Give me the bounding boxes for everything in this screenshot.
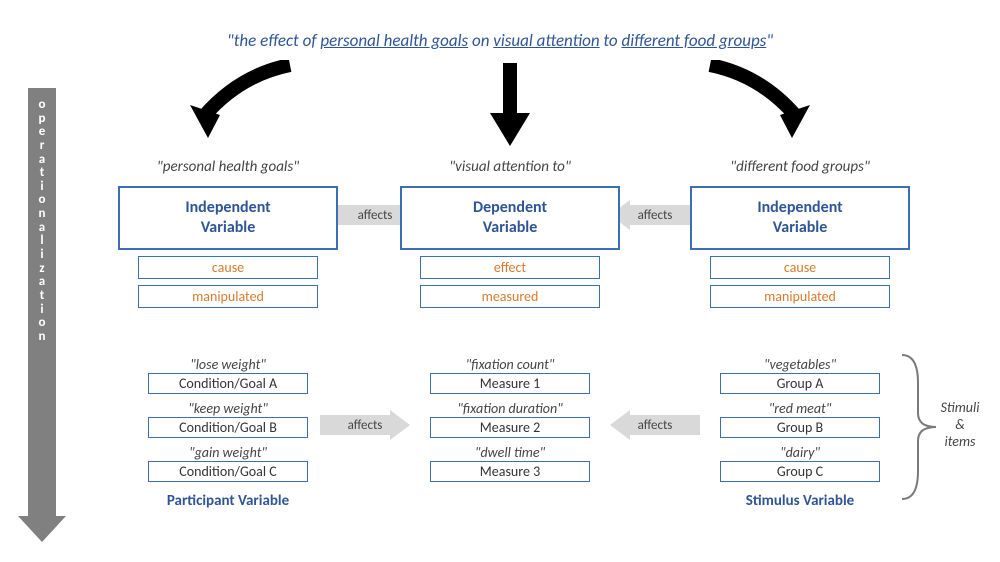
column-dependent: "visual attention to" Dependent Variable… bbox=[400, 158, 620, 308]
col3-item1-label: "vegetables" bbox=[690, 356, 910, 373]
affects-arrow-4: affects bbox=[610, 410, 700, 440]
col2-item3-label: "dwell time" bbox=[400, 444, 620, 461]
column-3-items: "vegetables" Group A "red meat" Group B … bbox=[690, 350, 910, 510]
col3-big-l1: Independent bbox=[757, 198, 842, 217]
title-prefix: "the bbox=[227, 30, 260, 51]
title-underline-2: visual attention bbox=[493, 30, 599, 51]
column-independent-1: "personal health goals" Independent Vari… bbox=[118, 158, 338, 308]
down-arrow-center bbox=[485, 58, 535, 148]
column-independent-2: "different food groups" Independent Vari… bbox=[690, 158, 910, 308]
col2-item2-box: Measure 2 bbox=[430, 417, 590, 438]
column-2-items: "fixation count" Measure 1 "fixation dur… bbox=[400, 350, 620, 482]
col2-measured-box: measured bbox=[420, 285, 600, 308]
col3-item3-label: "dairy" bbox=[690, 444, 910, 461]
col1-item2-box: Condition/Goal B bbox=[148, 417, 308, 438]
col3-item1-box: Group A bbox=[720, 373, 880, 394]
title-suffix: " bbox=[766, 30, 773, 51]
col3-item2-box: Group B bbox=[720, 417, 880, 438]
col1-item3-box: Condition/Goal C bbox=[148, 461, 308, 482]
operationalization-sidebar: operationalization bbox=[28, 88, 56, 518]
col1-item3-label: "gain weight" bbox=[118, 444, 338, 461]
curved-arrow-left bbox=[170, 60, 300, 150]
col1-header: "personal health goals" bbox=[118, 158, 338, 176]
curved-arrow-right bbox=[700, 60, 830, 150]
bracket-l1: Stimuli bbox=[941, 399, 980, 416]
col1-var-label: Participant Variable bbox=[118, 492, 338, 510]
col2-big-l2: Variable bbox=[483, 218, 538, 237]
column-1-items: "lose weight" Condition/Goal A "keep wei… bbox=[118, 350, 338, 510]
affects-arrow-2: affects bbox=[610, 200, 700, 230]
stimuli-bracket-label: Stimuli & items bbox=[930, 400, 990, 450]
col2-item1-box: Measure 1 bbox=[430, 373, 590, 394]
title-mid2: on bbox=[468, 30, 493, 51]
title-underline-1: personal health goals bbox=[320, 30, 468, 51]
affects-arrow-1: affects bbox=[330, 200, 420, 230]
col1-big-l1: Independent bbox=[185, 198, 270, 217]
col1-big-l2: Variable bbox=[201, 218, 256, 237]
affects-label-4: affects bbox=[638, 418, 673, 433]
col2-effect-box: effect bbox=[420, 256, 600, 279]
bracket-l3: items bbox=[945, 433, 976, 450]
title-mid1: of bbox=[299, 30, 321, 51]
bracket-l2: & bbox=[955, 416, 965, 433]
col1-item2-label: "keep weight" bbox=[118, 400, 338, 417]
col3-variable-box: Independent Variable bbox=[690, 186, 910, 250]
affects-arrow-3: affects bbox=[320, 410, 410, 440]
title-underline-3: different food groups bbox=[621, 30, 766, 51]
col3-manipulated-box: manipulated bbox=[710, 285, 890, 308]
col3-item3-box: Group C bbox=[720, 461, 880, 482]
col2-header: "visual attention to" bbox=[400, 158, 620, 176]
col2-big-l1: Dependent bbox=[473, 198, 547, 217]
col3-var-label: Stimulus Variable bbox=[690, 492, 910, 510]
col3-header: "different food groups" bbox=[690, 158, 910, 176]
col3-cause-box: cause bbox=[710, 256, 890, 279]
col2-item2-label: "fixation duration" bbox=[400, 400, 620, 417]
col3-big-l2: Variable bbox=[773, 218, 828, 237]
col1-item1-box: Condition/Goal A bbox=[148, 373, 308, 394]
operationalization-arrowhead bbox=[18, 516, 66, 542]
title-effect: effect bbox=[260, 30, 299, 51]
col3-item2-label: "red meat" bbox=[690, 400, 910, 417]
research-question-title: "the effect of personal health goals on … bbox=[0, 30, 1000, 51]
title-mid3: to bbox=[600, 30, 622, 51]
affects-label-1: affects bbox=[358, 208, 393, 223]
col2-item3-box: Measure 3 bbox=[430, 461, 590, 482]
col1-cause-box: cause bbox=[138, 256, 318, 279]
col1-variable-box: Independent Variable bbox=[118, 186, 338, 250]
col1-manipulated-box: manipulated bbox=[138, 285, 318, 308]
col1-item1-label: "lose weight" bbox=[118, 356, 338, 373]
affects-label-3: affects bbox=[348, 418, 383, 433]
col2-item1-label: "fixation count" bbox=[400, 356, 620, 373]
col2-variable-box: Dependent Variable bbox=[400, 186, 620, 250]
affects-label-2: affects bbox=[638, 208, 673, 223]
